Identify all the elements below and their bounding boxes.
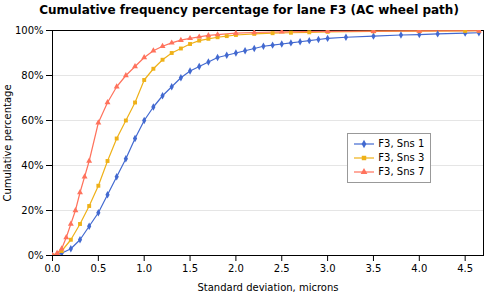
svg-text:3.5: 3.5 xyxy=(366,263,382,274)
html-text:Cumulative frequency percentag: Cumulative frequency percentage for lane… xyxy=(39,3,459,17)
html-text:F3, Sns 3: F3, Sns 3 xyxy=(378,152,425,163)
svg-text:1.5: 1.5 xyxy=(182,263,198,274)
svg-text:Standard deviation, microns: Standard deviation, microns xyxy=(197,282,338,293)
svg-text:80%: 80% xyxy=(21,70,43,81)
svg-text:3.0: 3.0 xyxy=(320,263,336,274)
svg-text:1.0: 1.0 xyxy=(136,263,152,274)
svg-text:Cumulative percentage: Cumulative percentage xyxy=(2,84,13,201)
svg-text:2.5: 2.5 xyxy=(274,263,290,274)
svg-text:60%: 60% xyxy=(21,115,43,126)
html-text:F3, Sns 7: F3, Sns 7 xyxy=(378,166,425,177)
svg-text:20%: 20% xyxy=(21,205,43,216)
svg-text:0.0: 0.0 xyxy=(45,263,61,274)
svg-text:4.0: 4.0 xyxy=(411,263,427,274)
svg-text:100%: 100% xyxy=(15,25,44,36)
svg-text:4.5: 4.5 xyxy=(457,263,473,274)
html-text:F3, Sns 1: F3, Sns 1 xyxy=(378,138,425,149)
svg-text:0.5: 0.5 xyxy=(90,263,106,274)
svg-text:0%: 0% xyxy=(28,250,44,261)
svg-text:40%: 40% xyxy=(21,160,43,171)
svg-text:2.0: 2.0 xyxy=(228,263,244,274)
